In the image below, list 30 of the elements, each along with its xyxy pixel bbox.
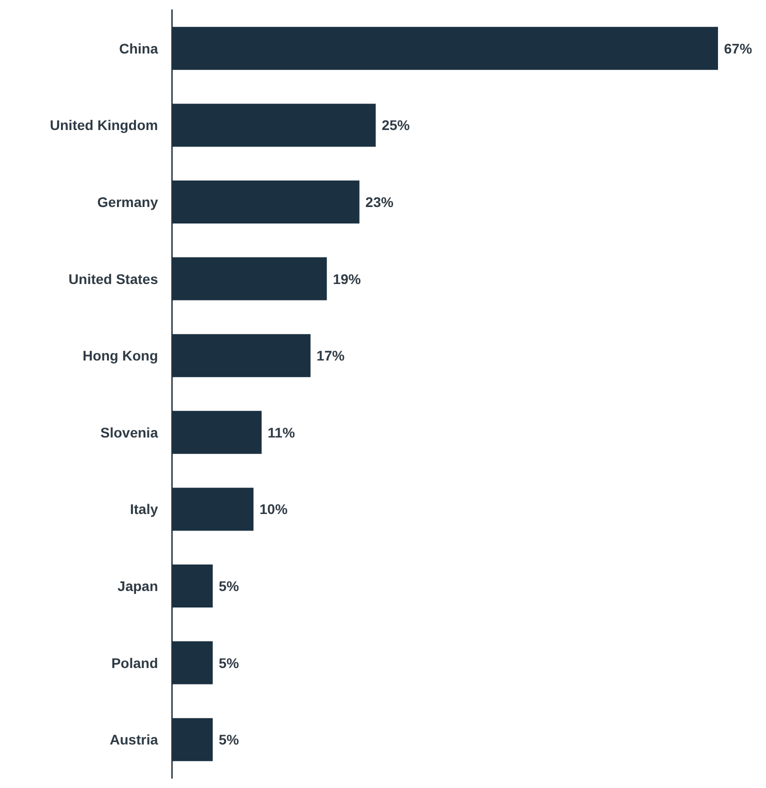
- data-label: 17%: [316, 348, 346, 364]
- bar: [172, 718, 213, 762]
- data-label: 67%: [724, 40, 753, 56]
- y-tick-label: United States: [68, 270, 158, 287]
- y-tick-label: Germany: [97, 194, 158, 210]
- bar: [172, 334, 311, 378]
- data-label: 23%: [365, 194, 394, 210]
- data-label: 5%: [218, 732, 240, 748]
- y-tick-label: Slovenia: [100, 424, 158, 440]
- data-label: 25%: [382, 117, 410, 134]
- bar: [172, 410, 262, 454]
- y-tick-label: Hong Kong: [82, 348, 158, 364]
- bar: [172, 26, 718, 70]
- bar: [172, 564, 213, 608]
- y-tick-label: Poland: [111, 654, 158, 671]
- bar: [172, 641, 213, 684]
- y-tick-label: Italy: [130, 501, 158, 518]
- data-label: 19%: [332, 270, 362, 287]
- y-tick-label: China: [119, 40, 158, 56]
- bar: [172, 180, 360, 224]
- bar: [172, 104, 376, 147]
- data-label: 10%: [259, 501, 288, 518]
- bar: [172, 257, 327, 300]
- y-tick-label: Austria: [110, 732, 158, 748]
- bar: [172, 488, 254, 531]
- data-label: 5%: [218, 578, 240, 594]
- data-label: 11%: [268, 424, 296, 440]
- y-tick-label: Japan: [118, 578, 158, 594]
- data-label: 5%: [218, 654, 240, 671]
- y-tick-label: United Kingdom: [50, 117, 158, 134]
